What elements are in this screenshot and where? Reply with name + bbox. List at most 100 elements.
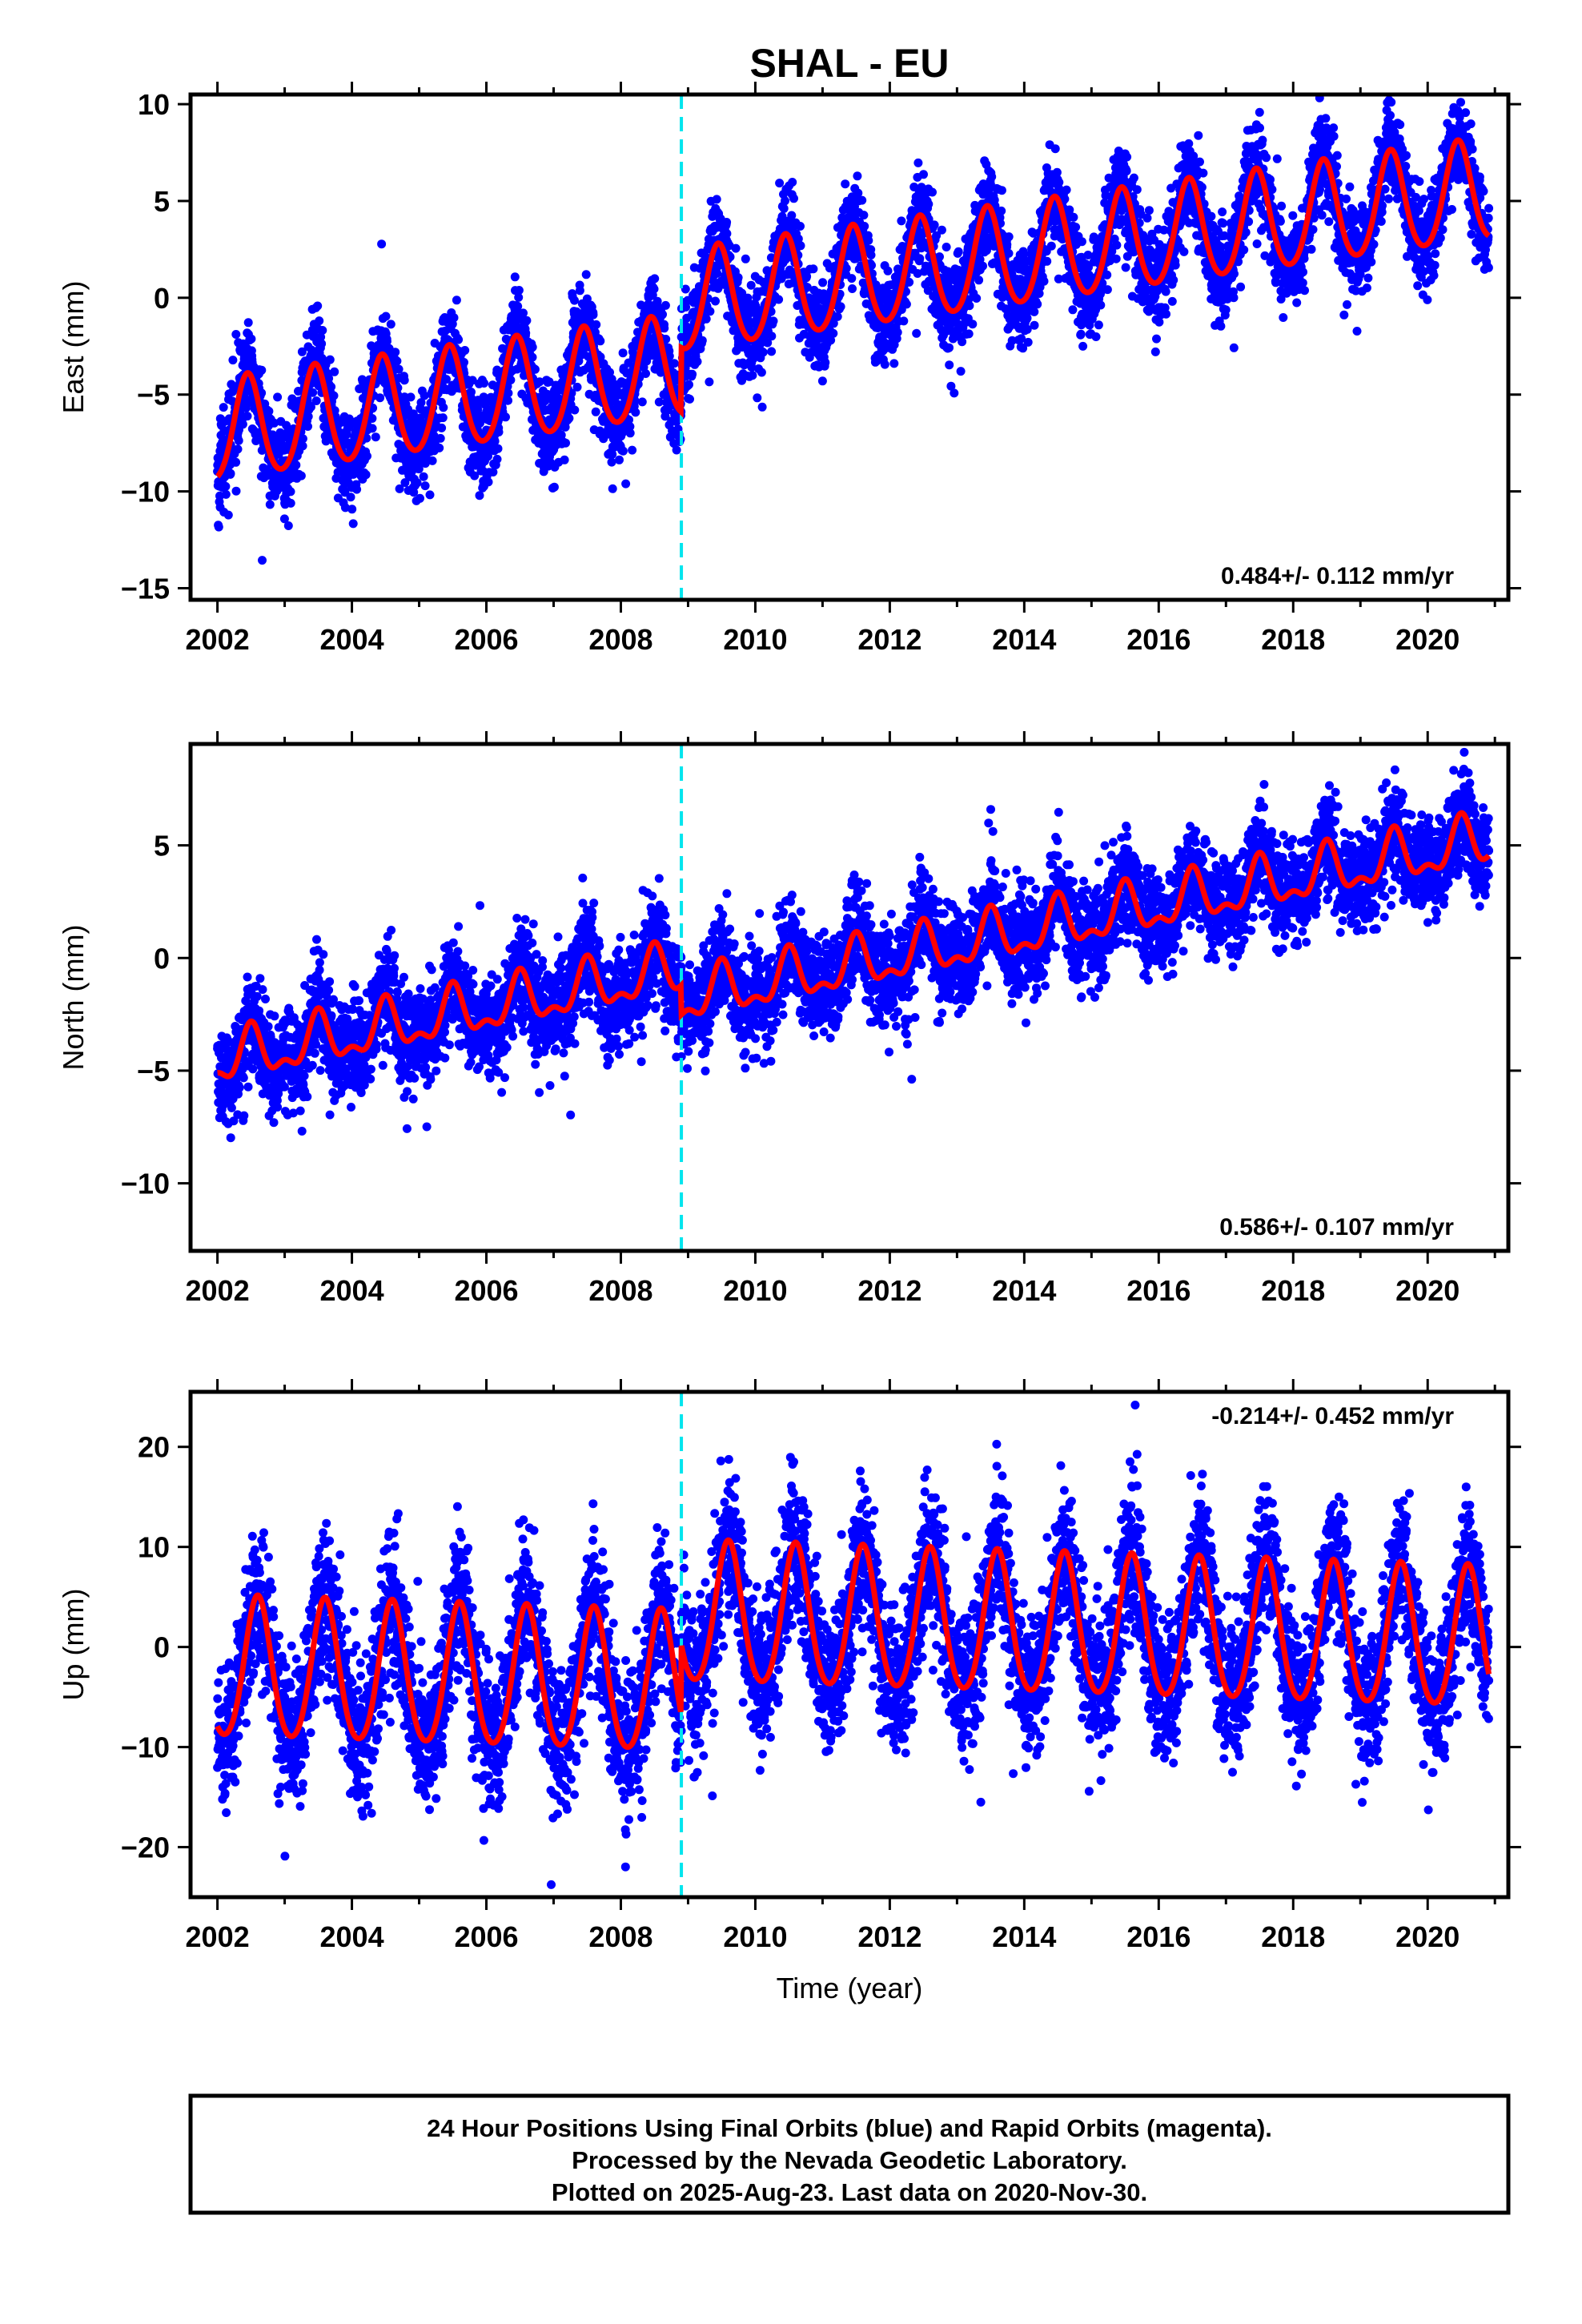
data-point: [987, 172, 997, 182]
data-point: [504, 396, 512, 405]
data-point: [775, 179, 785, 188]
data-point: [306, 402, 315, 412]
data-point: [1062, 185, 1071, 195]
data-point: [705, 307, 715, 316]
data-point: [381, 312, 391, 321]
data-point: [796, 222, 805, 231]
data-point: [997, 206, 1006, 215]
data-point: [506, 376, 516, 384]
data-point: [510, 272, 520, 282]
data-point: [841, 179, 850, 189]
data-point: [745, 316, 754, 326]
data-point: [625, 422, 635, 432]
data-point: [375, 393, 385, 403]
data-point: [618, 446, 628, 456]
data-point: [681, 284, 690, 294]
data-point: [788, 178, 797, 187]
data-point: [340, 503, 350, 513]
data-point: [234, 436, 243, 445]
data-point: [228, 356, 238, 365]
data-point: [514, 286, 524, 295]
data-point: [243, 412, 252, 421]
data-point: [391, 348, 400, 357]
data-point: [233, 444, 243, 454]
data-point: [460, 346, 470, 355]
data-point: [484, 452, 492, 461]
data-point: [757, 402, 767, 412]
data-point: [449, 313, 459, 323]
data-point: [802, 283, 812, 292]
data-point: [1023, 337, 1033, 347]
data-point: [492, 454, 502, 464]
data-point: [1096, 300, 1106, 310]
data-point: [428, 456, 437, 465]
data-point: [769, 316, 778, 326]
data-point: [853, 171, 862, 181]
data-point: [781, 196, 789, 206]
data-point: [767, 347, 777, 356]
data-point: [317, 339, 327, 348]
data-point: [420, 459, 430, 468]
data-point: [442, 375, 451, 384]
data-point: [958, 337, 967, 347]
data-point: [628, 445, 637, 455]
data-point: [436, 433, 445, 443]
data-point: [779, 203, 789, 213]
data-point: [942, 243, 951, 251]
data-point: [836, 302, 845, 312]
data-point: [748, 371, 757, 380]
data-point: [400, 478, 410, 488]
data-point: [361, 470, 371, 480]
data-point: [382, 336, 391, 346]
data-point: [592, 320, 601, 329]
data-point: [460, 358, 468, 367]
data-point: [928, 187, 937, 197]
data-point: [490, 436, 500, 446]
data-point: [661, 300, 670, 310]
data-point: [570, 405, 580, 415]
data-point: [889, 359, 899, 368]
data-point: [789, 194, 798, 203]
data-point: [767, 332, 777, 341]
data-point: [226, 468, 235, 478]
data-point: [270, 418, 279, 428]
data-point: [793, 234, 803, 243]
data-point: [521, 328, 531, 338]
data-point: [484, 477, 493, 487]
data-point: [1167, 296, 1177, 306]
data-point: [470, 471, 480, 480]
data-point: [880, 360, 889, 369]
data-point: [412, 478, 422, 488]
data-point: [501, 412, 510, 422]
data-point: [1039, 276, 1049, 286]
data-point: [607, 457, 616, 467]
data-point: [618, 348, 628, 358]
data-point: [416, 493, 424, 503]
data-point: [893, 328, 902, 337]
data-point: [392, 356, 402, 366]
data-point: [608, 449, 617, 459]
data-point: [713, 268, 722, 278]
data-point: [243, 318, 253, 328]
data-point: [420, 481, 430, 491]
data-point: [406, 392, 416, 402]
data-point: [802, 271, 812, 281]
data-point: [315, 316, 324, 326]
data-point: [265, 500, 275, 509]
data-point: [848, 284, 857, 293]
data-point: [945, 360, 954, 370]
data-point: [641, 369, 650, 378]
data-point: [468, 376, 477, 385]
data-point: [519, 308, 528, 318]
data-point: [1046, 241, 1056, 251]
data-point: [223, 510, 233, 520]
data-point: [347, 505, 357, 514]
data-point: [564, 413, 574, 423]
data-point: [763, 338, 773, 348]
data-point: [624, 415, 633, 424]
data-point: [330, 367, 339, 376]
data-point: [298, 441, 307, 451]
data-point: [833, 312, 842, 321]
data-point: [660, 324, 669, 333]
